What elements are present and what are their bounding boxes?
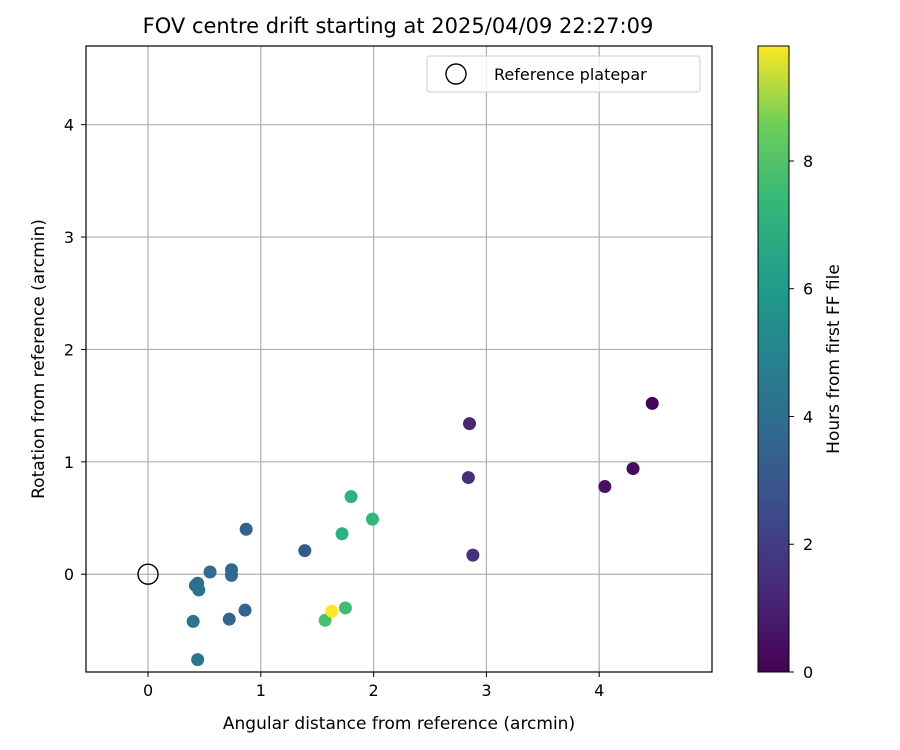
y-tick-label: 1 [64, 453, 74, 472]
data-point [462, 417, 476, 431]
y-axis-ticks: 0 1 2 3 4 [64, 116, 86, 584]
data-point [645, 396, 659, 410]
data-point [466, 548, 480, 562]
legend: Reference platepar [426, 55, 701, 93]
colorbar: 0 2 4 6 8 Hours from first FF file [757, 45, 844, 682]
data-point [461, 471, 475, 485]
legend-entry-reference: Reference platepar [494, 65, 647, 84]
legend-marker-reference [445, 63, 467, 85]
colorbar-tick-label: 6 [803, 280, 813, 299]
colorbar-ticks: 0 2 4 6 8 [789, 152, 813, 682]
grid-lines [86, 46, 712, 672]
data-point [298, 544, 312, 558]
x-tick-label: 1 [256, 681, 266, 700]
chart-title: FOV centre drift starting at 2025/04/09 … [143, 14, 654, 38]
data-point [318, 613, 332, 627]
y-tick-label: 3 [64, 228, 74, 247]
colorbar-tick-label: 4 [803, 407, 813, 426]
data-point [344, 490, 358, 504]
data-point [222, 612, 236, 626]
colorbar-label: Hours from first FF file [824, 264, 844, 454]
data-point [225, 568, 239, 582]
data-point [325, 604, 339, 618]
plot-frame [85, 45, 713, 673]
x-axis-ticks: 0 1 2 3 4 [143, 672, 604, 700]
y-axis-label: Rotation from reference (arcmin) [29, 219, 49, 499]
y-tick-label: 4 [64, 116, 74, 135]
x-tick-label: 3 [481, 681, 491, 700]
y-tick-label: 0 [64, 565, 74, 584]
legend-box [426, 55, 701, 93]
colorbar-tick-label: 0 [803, 663, 813, 682]
x-axis-label: Angular distance from reference (arcmin) [223, 714, 575, 734]
data-point [338, 601, 352, 615]
data-point [626, 462, 640, 476]
reference-platepar-marker [137, 563, 159, 585]
x-tick-label: 0 [143, 681, 153, 700]
data-point [365, 512, 379, 526]
data-point [238, 603, 252, 617]
x-tick-label: 2 [369, 681, 379, 700]
data-point [598, 480, 612, 494]
data-point [239, 522, 253, 536]
x-tick-label: 4 [594, 681, 604, 700]
data-point [191, 653, 205, 667]
reference-point-layer [137, 563, 159, 585]
y-tick-label: 2 [64, 340, 74, 359]
data-point [203, 565, 217, 579]
colorbar-tick-label: 2 [803, 535, 813, 554]
colorbar-tick-label: 8 [803, 152, 813, 171]
colorbar-gradient [757, 45, 790, 673]
data-point [186, 614, 200, 628]
data-point [335, 527, 349, 541]
data-points [186, 396, 659, 667]
data-point [192, 583, 206, 597]
